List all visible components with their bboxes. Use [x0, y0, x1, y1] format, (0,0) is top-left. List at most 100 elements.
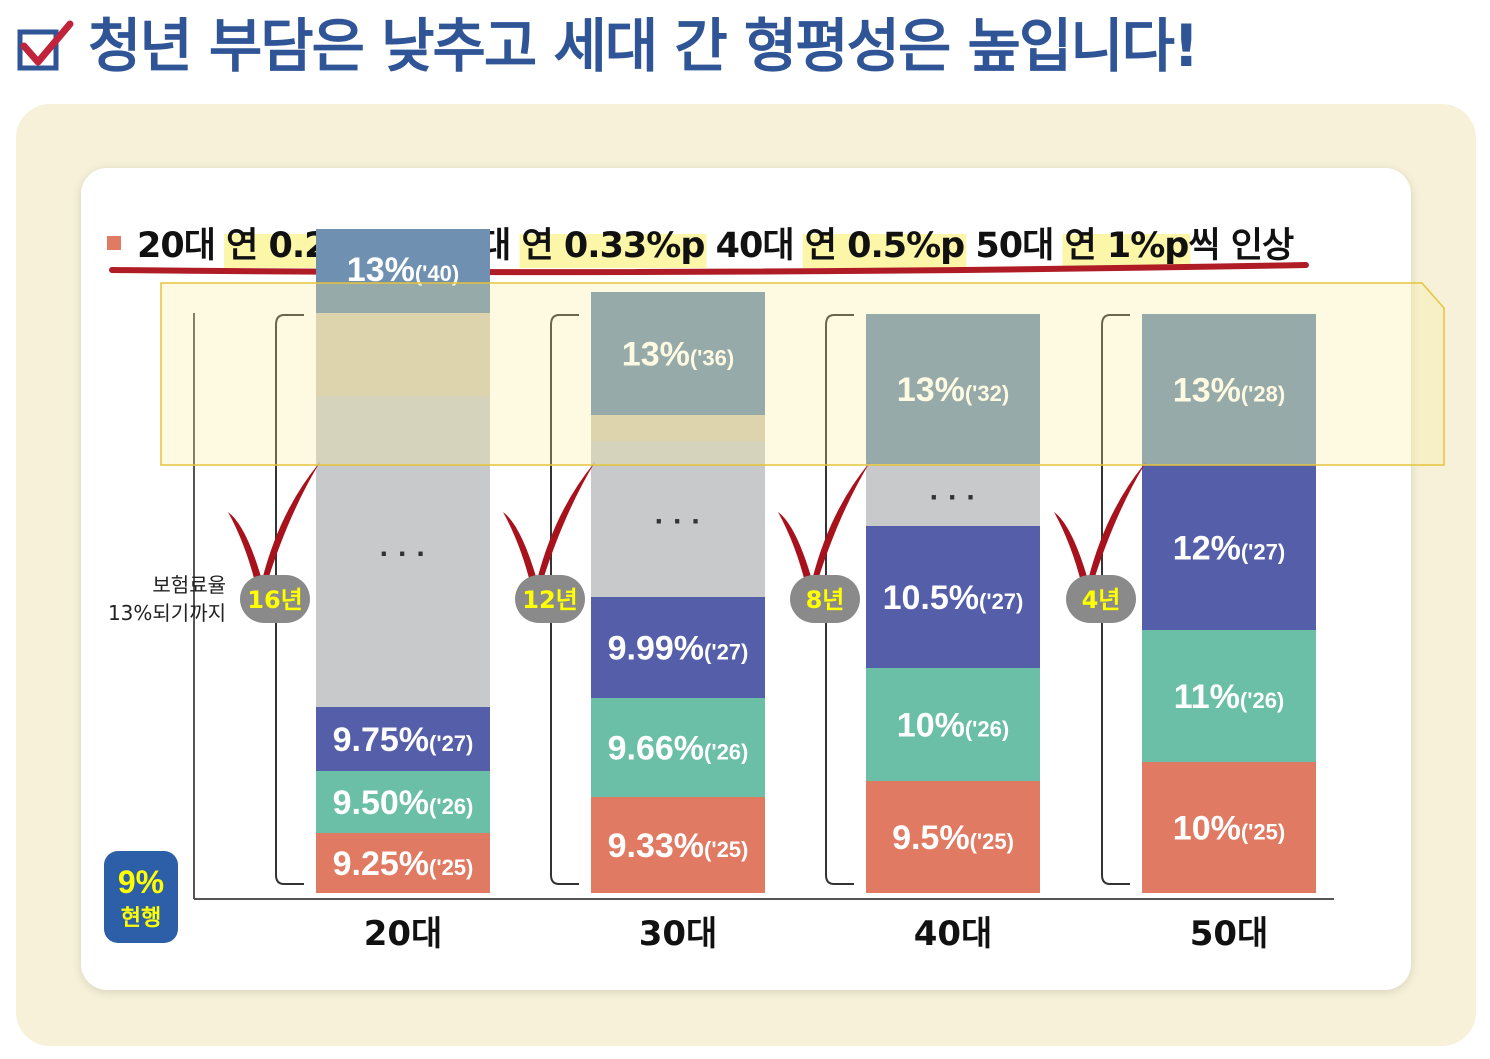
bar-segment — [866, 668, 1040, 781]
data-label: 10.5%('27) — [883, 579, 1024, 617]
page-title: 청년 부담은 낮추고 세대 간 형평성은 높입니다! — [88, 12, 1199, 80]
years-badge — [240, 575, 310, 623]
data-label: 10%('25) — [1173, 810, 1285, 848]
data-label-year: ('27) — [1241, 540, 1285, 565]
current-rate-value: 9% — [118, 864, 164, 900]
data-label-rate: 9.5% — [892, 819, 970, 857]
data-label-year: ('40) — [415, 261, 459, 286]
data-label-rate: 10% — [1173, 810, 1241, 848]
data-label: 10%('26) — [897, 707, 1009, 745]
category-label: 30대 — [639, 914, 718, 954]
subtitle-highlight-bg — [519, 234, 707, 268]
bar-segment — [591, 797, 765, 893]
data-label-rate: 13% — [622, 336, 690, 374]
data-label-rate: 11% — [1174, 678, 1240, 716]
data-label-year: ('27) — [704, 640, 748, 665]
data-label: 9.75%('27) — [333, 721, 474, 759]
data-label-rate: 9.99% — [608, 630, 704, 668]
bar-segment — [591, 597, 765, 698]
subtitle-highlight: 연 0.33%p — [522, 226, 705, 266]
subtitle-text: 씩 인상 — [1188, 226, 1294, 266]
data-label-year: ('26) — [704, 740, 748, 765]
data-label: 9.50%('26) — [333, 784, 474, 822]
years-badge-label: 16년 — [247, 586, 302, 614]
data-label-rate: 9.25% — [333, 845, 429, 883]
data-label: 12%('27) — [1173, 530, 1285, 568]
bar-segment — [866, 464, 1040, 526]
red-check-icon — [1054, 462, 1146, 586]
data-label-rate: 10.5% — [883, 579, 979, 617]
subtitle-bullet — [107, 236, 121, 250]
data-label-year: ('25) — [1241, 820, 1285, 845]
data-label-rate: 13% — [897, 371, 965, 409]
bar-segment — [591, 415, 765, 441]
years-badge — [515, 575, 585, 623]
current-rate-badge — [104, 851, 178, 943]
ellipsis-label: · · · — [655, 505, 702, 538]
bar-segment — [316, 771, 490, 833]
data-label: 9.25%('25) — [333, 845, 474, 883]
years-badge — [790, 575, 860, 623]
data-label: 9.99%('27) — [608, 630, 749, 668]
bar-segment — [591, 292, 765, 415]
data-label-year: ('25) — [429, 855, 473, 880]
data-label-rate: · · · — [930, 481, 977, 514]
data-label-year: ('36) — [690, 346, 734, 371]
y-axis-label: 13%되기까지 — [108, 601, 226, 625]
data-label-year: ('32) — [965, 381, 1009, 406]
bar-segment — [316, 707, 490, 771]
data-label-year: ('26) — [1240, 688, 1284, 713]
bar-segment — [1142, 465, 1316, 630]
y-axis-label: 보험료율 — [152, 573, 226, 597]
checkbox-check-icon — [17, 20, 74, 71]
category-label: 50대 — [1190, 914, 1269, 954]
data-label-year: ('27) — [429, 731, 473, 756]
bar-segment — [316, 396, 490, 707]
subtitle-highlight-bg — [802, 234, 967, 268]
subtitle-underline — [109, 262, 1309, 276]
bar-segment — [316, 833, 490, 893]
data-label: 9.33%('25) — [608, 827, 749, 865]
bar-segment — [1142, 762, 1316, 893]
ellipsis-label: · · · — [930, 481, 977, 514]
data-label-year: ('25) — [704, 837, 748, 862]
data-label-rate: 9.50% — [333, 784, 429, 822]
subtitle: 20대 연 0.25%p, 30대 연 0.33%p 40대 연 0.5%p 5… — [137, 226, 1294, 266]
subtitle-text: 50대 — [964, 226, 1064, 266]
bar-segment — [1142, 630, 1316, 762]
years-badge-label: 12년 — [522, 586, 577, 614]
data-label-year: ('25) — [970, 829, 1014, 854]
category-label: 20대 — [364, 914, 443, 954]
data-label-rate: · · · — [380, 538, 427, 571]
bar-segment — [1142, 314, 1316, 465]
data-label: 11%('26) — [1174, 678, 1285, 716]
bar-segment — [866, 781, 1040, 893]
data-label-rate: 9.66% — [608, 730, 704, 768]
red-check-icon — [228, 462, 320, 586]
bar-segment — [866, 526, 1040, 668]
bar-segment — [866, 314, 1040, 464]
bar-segment — [591, 441, 765, 597]
data-label-year: ('26) — [965, 717, 1009, 742]
bar-segment — [591, 698, 765, 797]
data-label: 9.5%('25) — [892, 819, 1014, 857]
data-label-rate: 10% — [897, 707, 965, 745]
subtitle-highlight: 연 0.5%p — [805, 226, 965, 266]
red-check-icon — [503, 462, 595, 586]
years-badge-label: 8년 — [806, 586, 845, 614]
data-label: 13%('32) — [897, 371, 1009, 409]
data-label: 9.66%('26) — [608, 730, 749, 768]
bar-segment — [316, 229, 490, 313]
subtitle-highlight-bg — [1062, 234, 1191, 268]
subtitle-highlight: 연 1%p — [1065, 226, 1189, 266]
data-label-year: ('26) — [429, 794, 473, 819]
subtitle-text: 40대 — [704, 226, 804, 266]
highlight-overlay — [160, 282, 1445, 466]
data-label-rate: 12% — [1173, 530, 1241, 568]
data-label-rate: 13% — [1173, 372, 1241, 410]
red-check-icon — [778, 462, 870, 586]
data-label-year: ('28) — [1241, 382, 1285, 407]
subtitle-text: 20대 — [137, 226, 226, 266]
years-badge — [1066, 575, 1136, 623]
